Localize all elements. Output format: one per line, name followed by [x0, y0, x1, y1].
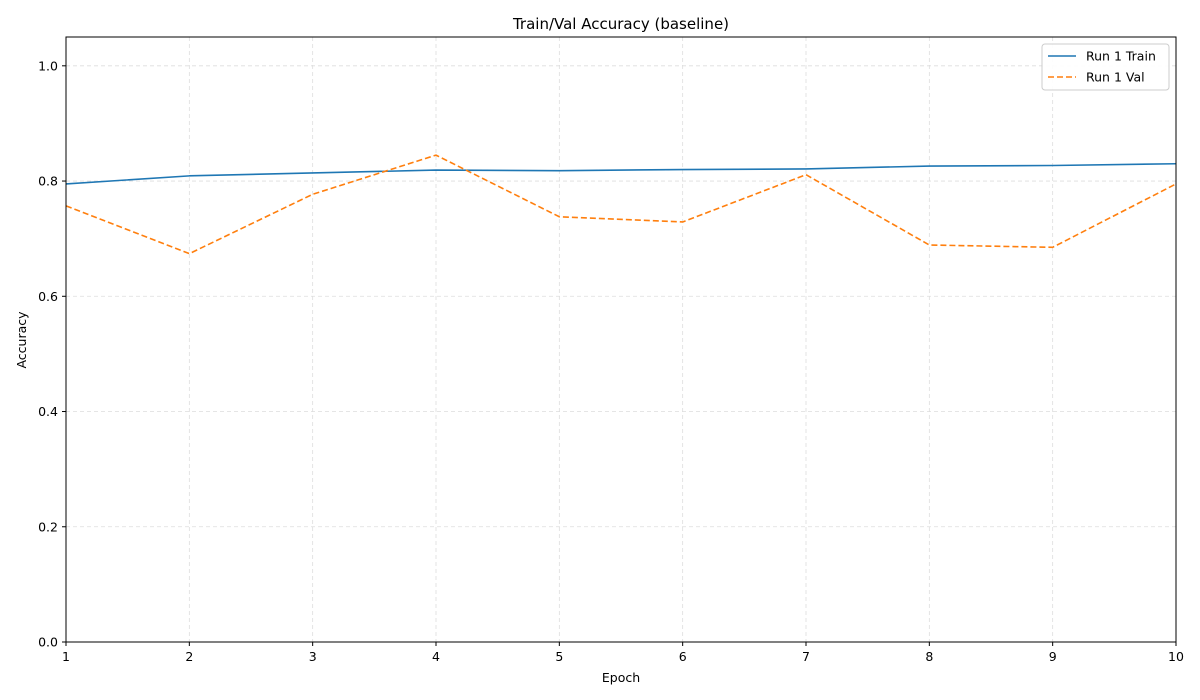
legend-label-train: Run 1 Train [1086, 49, 1156, 64]
y-tick-label: 1.0 [38, 58, 58, 73]
axis-ticks: 1 2 3 4 5 6 7 8 9 10 0.0 0.2 0.4 0.6 0.8 1.0 [38, 58, 1184, 664]
x-tick-label: 4 [432, 649, 440, 664]
y-tick-label: 0.4 [38, 404, 58, 419]
series-line-train [65, 162, 1177, 185]
x-tick-label: 9 [1049, 649, 1057, 664]
x-tick-label: 10 [1168, 649, 1184, 664]
x-tick-label: 3 [309, 649, 317, 664]
x-tick-label: 7 [802, 649, 810, 664]
series-line-val [65, 154, 1177, 255]
series-lines [65, 154, 1177, 255]
y-tick-label: 0.0 [38, 635, 58, 650]
x-tick-label: 1 [62, 649, 70, 664]
y-axis-label: Accuracy [14, 311, 29, 369]
grid-lines [65, 37, 1177, 643]
x-tick-label: 2 [185, 649, 193, 664]
legend: Run 1 Train Run 1 Val [1041, 43, 1170, 91]
x-tick-label: 6 [679, 649, 687, 664]
x-tick-label: 5 [555, 649, 563, 664]
plot-frame [65, 36, 1177, 643]
x-tick-label: 8 [925, 649, 933, 664]
y-tick-label: 0.6 [38, 289, 58, 304]
x-axis-label: Epoch [602, 670, 640, 685]
y-tick-label: 0.2 [38, 519, 58, 534]
y-tick-label: 0.8 [38, 174, 58, 189]
legend-label-val: Run 1 Val [1086, 70, 1145, 85]
chart-title: Train/Val Accuracy (baseline) [512, 15, 729, 33]
